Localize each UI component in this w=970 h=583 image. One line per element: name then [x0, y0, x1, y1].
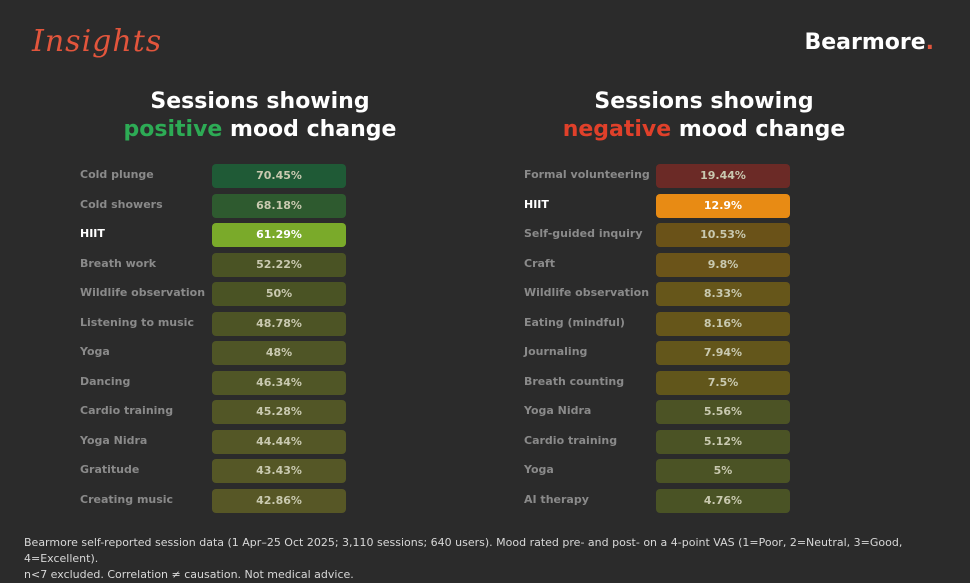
negative-title-line1: Sessions showing — [594, 89, 814, 114]
negative-row: HIIT 12.9% — [494, 193, 894, 218]
negative-row: Cardio training 5.12% — [494, 429, 894, 454]
negative-value-cell: 7.5% — [656, 370, 790, 395]
positive-value-cell: 44.44% — [212, 429, 346, 454]
negative-value-cell: 4.76% — [656, 488, 790, 513]
positive-row-label: Cold showers — [80, 197, 163, 211]
positive-row: Creating music 42.86% — [50, 488, 450, 513]
positive-row: Dancing 46.34% — [50, 370, 450, 395]
positive-title-rest: mood change — [222, 117, 397, 142]
negative-row-label: Eating (mindful) — [524, 315, 625, 329]
positive-row: Listening to music 48.78% — [50, 311, 450, 336]
negative-row-label: Formal volunteering — [524, 168, 650, 181]
positive-value-cell: 61.29% — [212, 223, 346, 247]
positive-value-cell: 68.18% — [212, 193, 346, 218]
positive-value-cell: 50% — [212, 282, 346, 306]
negative-row-label: Yoga — [524, 463, 554, 476]
positive-title-line1: Sessions showing — [150, 89, 370, 114]
positive-row-label: Creating music — [80, 492, 174, 506]
positive-value-cell: 43.43% — [212, 459, 346, 483]
footnote-line1: Bearmore self-reported session data (1 A… — [24, 536, 903, 565]
negative-row-label: AI therapy — [524, 492, 589, 506]
negative-value-cell: 19.44% — [656, 164, 790, 188]
positive-title-accent: positive — [123, 117, 223, 142]
negative-row-label: Breath counting — [524, 374, 625, 388]
positive-value-cell: 48% — [212, 341, 346, 365]
positive-value-cell: 46.34% — [212, 370, 346, 395]
negative-row: Formal volunteering 19.44% — [494, 164, 894, 188]
positive-row-label: Yoga — [80, 345, 110, 358]
positive-row-label: Wildlife observation — [80, 286, 206, 299]
negative-row: Yoga 5% — [494, 459, 894, 483]
negative-row: Eating (mindful) 8.16% — [494, 311, 894, 336]
positive-row: Cold showers 68.18% — [50, 193, 450, 218]
positive-panel: Sessions showing positive mood change Co… — [50, 88, 470, 513]
negative-value-cell: 10.53% — [656, 223, 790, 247]
brand-dot: . — [925, 30, 934, 55]
positive-value-cell: 70.45% — [212, 164, 346, 188]
negative-value-cell: 8.33% — [656, 282, 790, 306]
positive-row: Yoga Nidra 44.44% — [50, 429, 450, 454]
positive-row: Wildlife observation 50% — [50, 282, 450, 306]
negative-row-label: Journaling — [524, 345, 588, 358]
negative-row: Journaling 7.94% — [494, 341, 894, 365]
positive-row: Yoga 48% — [50, 341, 450, 365]
positive-row-label: Dancing — [80, 374, 131, 388]
positive-row: Gratitude 43.43% — [50, 459, 450, 483]
negative-row-label: Wildlife observation — [524, 286, 650, 299]
positive-row-label: Gratitude — [80, 463, 140, 476]
positive-value-cell: 52.22% — [212, 252, 346, 277]
positive-title: Sessions showing positive mood change — [30, 88, 490, 144]
positive-row-label: Listening to music — [80, 315, 194, 329]
positive-row: Cardio training 45.28% — [50, 400, 450, 424]
positive-value-cell: 45.28% — [212, 400, 346, 424]
brand-logo: Bearmore. — [804, 30, 934, 55]
negative-value-cell: 5.56% — [656, 400, 790, 424]
positive-row: HIIT 61.29% — [50, 223, 450, 247]
insights-logo: Insights — [32, 24, 163, 59]
negative-row-label: Self-guided inquiry — [524, 227, 643, 240]
positive-row-label: Cold plunge — [80, 168, 154, 181]
positive-row: Cold plunge 70.45% — [50, 164, 450, 188]
negative-title: Sessions showing negative mood change — [474, 88, 934, 144]
negative-value-cell: 9.8% — [656, 252, 790, 277]
negative-row-label: Cardio training — [524, 433, 618, 447]
negative-value-cell: 8.16% — [656, 311, 790, 336]
negative-panel: Sessions showing negative mood change Fo… — [494, 88, 914, 513]
brand-name: Bearmore — [804, 30, 926, 55]
positive-row-label: Cardio training — [80, 404, 174, 417]
positive-row: Breath work 52.22% — [50, 252, 450, 277]
negative-row-label: Yoga Nidra — [524, 404, 592, 417]
negative-title-accent: negative — [562, 117, 672, 142]
negative-value-cell: 7.94% — [656, 341, 790, 365]
positive-row-label: HIIT — [80, 227, 105, 240]
negative-value-cell: 12.9% — [656, 193, 790, 218]
negative-row: Breath counting 7.5% — [494, 370, 894, 395]
negative-value-cell: 5% — [656, 459, 790, 483]
positive-value-cell: 42.86% — [212, 488, 346, 513]
negative-row: AI therapy 4.76% — [494, 488, 894, 513]
negative-row: Self-guided inquiry 10.53% — [494, 223, 894, 247]
negative-row-label: Craft — [524, 256, 555, 270]
negative-row-label: HIIT — [524, 197, 549, 211]
negative-value-cell: 5.12% — [656, 429, 790, 454]
footnote-line2: n<7 excluded. Correlation ≠ causation. N… — [24, 568, 354, 581]
negative-row: Yoga Nidra 5.56% — [494, 400, 894, 424]
positive-row-label: Breath work — [80, 256, 157, 270]
positive-value-cell: 48.78% — [212, 311, 346, 336]
negative-row: Wildlife observation 8.33% — [494, 282, 894, 306]
footnote: Bearmore self-reported session data (1 A… — [24, 535, 954, 583]
negative-row: Craft 9.8% — [494, 252, 894, 277]
negative-title-rest: mood change — [671, 117, 846, 142]
positive-row-label: Yoga Nidra — [80, 433, 148, 447]
